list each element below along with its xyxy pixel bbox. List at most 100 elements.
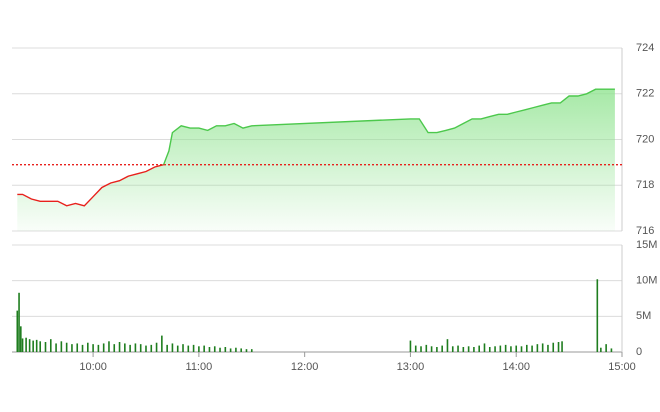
price-line [17,88,615,207]
volume-bar [176,345,179,352]
volume-bar [87,342,89,352]
volume-bar [182,344,184,352]
volume-bar [541,343,544,352]
volume-bar [430,346,433,352]
volume-bar [155,342,158,352]
volume-bar [171,343,174,352]
y-tick-label: 15M [636,239,657,251]
volume-bar [139,344,142,352]
y-tick-label: 5M [636,310,651,322]
volume-bar [219,347,221,352]
volume-bar [525,344,528,352]
y-tick-label: 716 [636,225,654,237]
volume-bar [129,344,131,352]
volume-bar [245,349,248,352]
volume-bar [203,345,205,352]
volume-bar [102,343,105,352]
volume-bar [208,347,211,352]
x-tick-label: 14:00 [502,361,530,373]
volume-bar [134,343,137,352]
price-area [17,89,615,231]
volume-bar [436,347,438,352]
volume-bar [224,347,227,352]
volume-bar [240,348,242,352]
volume-bar [552,342,555,352]
volume-bar [65,342,68,352]
x-tick-label: 11:00 [186,361,213,373]
volume-bar [441,345,443,352]
volume-bar [531,345,533,352]
volume-bar [25,337,27,352]
volume-bar [596,279,599,352]
y-tick-label: 724 [636,42,654,54]
y-tick-label: 718 [636,179,654,191]
volume-bar [451,346,454,352]
volume-bar [55,343,57,352]
volume-bar [462,347,465,352]
volume-bar [557,342,560,352]
volume-bar [420,346,422,352]
volume-bar [520,346,523,352]
volume-bar [20,326,22,352]
volume-bar [113,344,116,352]
volume-bar [21,338,24,352]
y-tick-label: 0 [636,346,642,358]
volume-bar [478,345,480,352]
volume-bar [213,346,216,352]
volume-bar [494,346,496,352]
x-tick-label: 13:00 [397,361,425,373]
volume-bar [457,345,459,352]
volume-bar [250,349,253,352]
volume-bar [118,342,121,352]
volume-bar [605,344,607,352]
y-tick-label: 10M [636,275,657,287]
volume-bar [28,339,31,352]
volume-bar [504,344,507,352]
volume-bar [235,347,237,352]
volume-bar [515,345,518,352]
volume-bar [198,346,200,352]
volume-bar [510,346,512,352]
volume-bar [488,347,491,352]
volume-bar [536,344,539,352]
volume-bar [499,345,502,352]
volume-bar [467,346,470,352]
y-tick-label: 720 [636,133,654,145]
volume-bar [414,345,417,352]
volume-bar [44,342,47,352]
volume-bar [18,292,20,352]
volume-bar [108,341,110,352]
volume-bar [161,335,163,352]
volume-bar [187,345,190,352]
volume-bar [547,344,549,352]
volume-bar [32,340,34,352]
volume-bar [409,340,412,352]
volume-bar [229,348,232,352]
volume-bar [561,341,563,352]
volume-bar [425,344,428,352]
volume-bar [192,344,195,352]
volume-bar [81,344,84,352]
x-tick-label: 12:00 [291,361,319,373]
volume-bar [145,345,147,352]
x-tick-label: 10:00 [79,361,107,373]
volume-bar [124,343,126,352]
volume-bar [600,347,602,352]
volume-bar [71,344,73,352]
volume-bar [97,344,100,352]
volume-bar [16,310,19,352]
volume-bar [76,343,79,352]
volume-bar [49,339,52,352]
volume-bar [150,344,153,352]
volume-bar [483,343,486,352]
volume-bar [473,347,475,352]
y-tick-label: 722 [636,88,654,100]
volume-bar [610,348,613,352]
volume-bar [35,339,38,352]
volume-bar [166,344,168,352]
x-tick-label: 15:00 [608,361,636,373]
volume-bar [446,339,449,352]
volume-bar [92,344,94,352]
volume-bar [39,341,42,352]
